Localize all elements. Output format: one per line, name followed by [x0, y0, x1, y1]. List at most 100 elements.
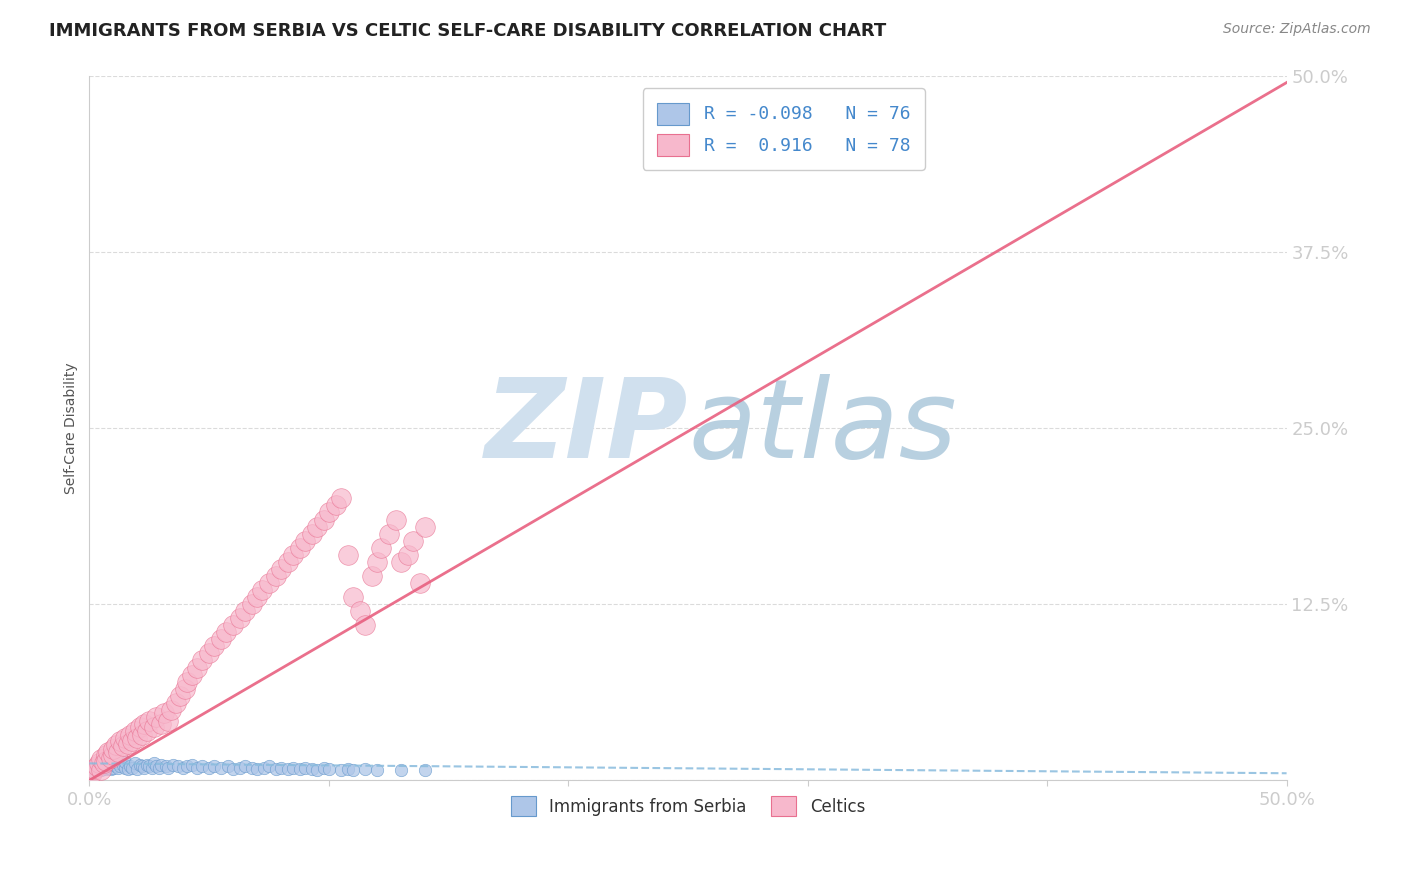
Point [172, 761, 194, 775]
Point [167, 759, 190, 773]
Point [318, 506, 340, 520]
Point [229, 611, 252, 625]
Point [413, 519, 436, 533]
Point [360, 569, 382, 583]
Point [277, 555, 299, 569]
Point [233, 759, 256, 773]
Point [114, 731, 136, 745]
Point [288, 541, 311, 555]
Point [336, 762, 359, 776]
Point [87, 762, 110, 776]
Point [100, 762, 122, 776]
Point [169, 689, 191, 703]
Point [90, 764, 112, 778]
Point [128, 757, 150, 772]
Point [301, 526, 323, 541]
Point [281, 548, 304, 562]
Point [148, 761, 170, 775]
Point [97, 761, 120, 775]
Point [145, 759, 167, 773]
Point [198, 647, 221, 661]
Point [110, 734, 132, 748]
Point [305, 764, 328, 778]
Point [90, 759, 112, 773]
Point [342, 764, 364, 778]
Point [117, 737, 139, 751]
Point [409, 576, 432, 591]
Point [181, 757, 204, 772]
Point [186, 761, 208, 775]
Point [186, 660, 208, 674]
Point [135, 723, 157, 738]
Point [94, 754, 117, 768]
Point [253, 761, 276, 775]
Point [124, 756, 146, 771]
Point [107, 756, 129, 771]
Point [377, 526, 399, 541]
Text: atlas: atlas [688, 375, 956, 482]
Point [325, 499, 347, 513]
Point [141, 761, 163, 775]
Point [229, 761, 252, 775]
Point [250, 582, 273, 597]
Point [277, 762, 299, 776]
Point [150, 717, 173, 731]
Point [162, 757, 184, 772]
Point [176, 759, 198, 773]
Point [87, 756, 110, 771]
Point [318, 762, 340, 776]
Point [159, 703, 181, 717]
Point [353, 618, 375, 632]
Point [366, 555, 388, 569]
Point [97, 756, 120, 771]
Point [240, 597, 263, 611]
Point [143, 720, 166, 734]
Point [114, 755, 136, 769]
Y-axis label: Self-Care Disability: Self-Care Disability [65, 362, 79, 494]
Point [176, 674, 198, 689]
Point [94, 747, 117, 762]
Point [127, 762, 149, 776]
Legend: Immigrants from Serbia, Celtics: Immigrants from Serbia, Celtics [502, 788, 873, 825]
Point [104, 738, 127, 752]
Point [86, 761, 108, 775]
Text: IMMIGRANTS FROM SERBIA VS CELTIC SELF-CARE DISABILITY CORRELATION CHART: IMMIGRANTS FROM SERBIA VS CELTIC SELF-CA… [49, 22, 886, 40]
Point [209, 632, 232, 647]
Point [329, 764, 352, 778]
Point [100, 757, 122, 772]
Point [288, 762, 311, 776]
Point [329, 491, 352, 506]
Point [93, 761, 115, 775]
Point [80, 764, 103, 779]
Point [94, 762, 117, 776]
Point [145, 710, 167, 724]
Point [181, 667, 204, 681]
Text: Source: ZipAtlas.com: Source: ZipAtlas.com [1223, 22, 1371, 37]
Point [103, 747, 125, 762]
Point [90, 752, 112, 766]
Point [294, 533, 316, 548]
Point [114, 761, 136, 775]
Point [198, 761, 221, 775]
Point [353, 762, 375, 776]
Point [246, 762, 269, 776]
Point [370, 541, 392, 555]
Point [127, 731, 149, 745]
Point [312, 761, 335, 775]
Point [215, 625, 238, 640]
Point [366, 764, 388, 778]
Point [131, 728, 153, 742]
Point [94, 759, 117, 773]
Point [157, 714, 180, 728]
Point [83, 762, 105, 776]
Point [152, 706, 174, 720]
Point [413, 764, 436, 778]
Point [86, 764, 108, 778]
Point [97, 745, 120, 759]
Point [349, 604, 371, 618]
Point [281, 761, 304, 775]
Point [100, 750, 122, 764]
Point [118, 728, 141, 742]
Point [240, 761, 263, 775]
Point [143, 756, 166, 771]
